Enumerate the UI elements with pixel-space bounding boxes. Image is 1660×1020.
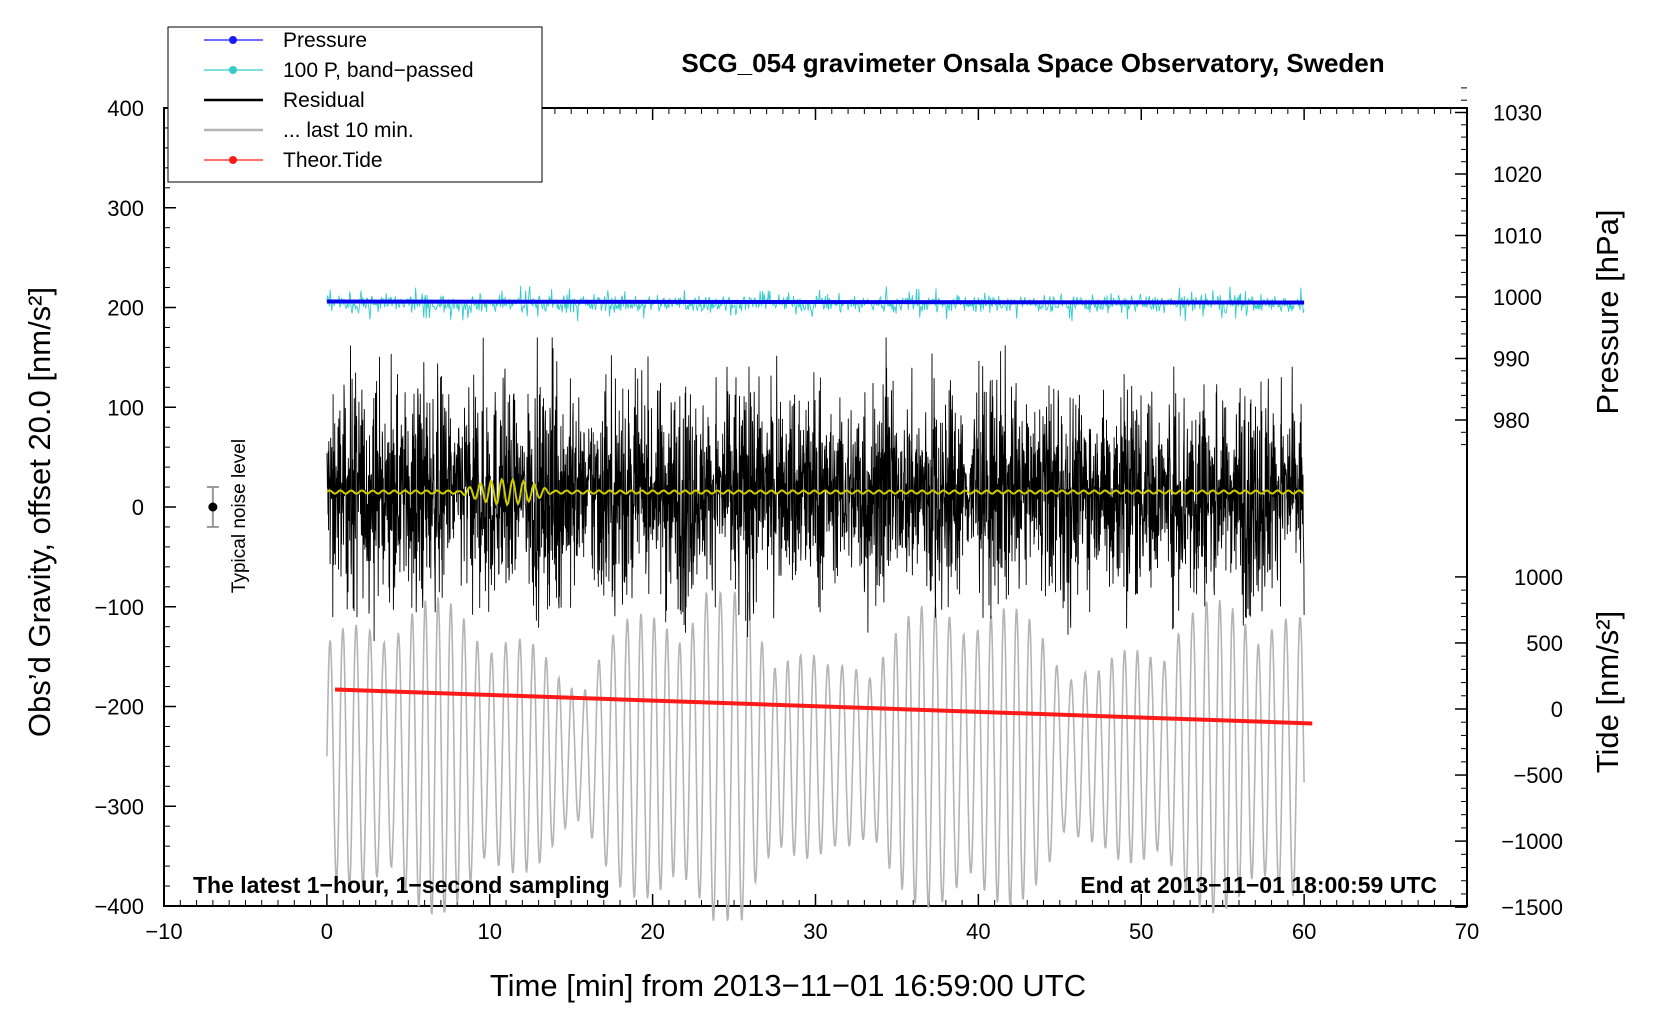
y-left-tick-label: 300 (107, 196, 144, 221)
legend-marker (229, 156, 237, 164)
tide-tick-label: 1000 (1514, 565, 1563, 590)
y-left-tick-label: 400 (107, 96, 144, 121)
y-axis-title-gravity: Obs’d Gravity, offset 20.0 [nm/s²] (22, 287, 57, 737)
x-tick-label: 70 (1455, 919, 1479, 944)
x-tick-label: 0 (321, 919, 333, 944)
end-time-note: End at 2013−11−01 18:00:59 UTC (1080, 872, 1437, 898)
pressure-tick-label: 980 (1493, 408, 1530, 433)
y-axis-title-tide: Tide [nm/s²] (1590, 611, 1625, 774)
pressure-tick-label: 1000 (1493, 285, 1542, 310)
tide-tick-label: 500 (1526, 631, 1563, 656)
legend: Pressure 100 P, band−passed Residual ... la… (167, 26, 543, 183)
y-left-tick-label: 0 (132, 495, 144, 520)
legend-label: Theor.Tide (283, 149, 383, 172)
data-series (326, 285, 1313, 921)
legend-label: Pressure (283, 29, 367, 52)
x-tick-label: 50 (1129, 919, 1153, 944)
pressure-tick-label: 1030 (1493, 101, 1542, 126)
x-tick-label: 20 (640, 919, 664, 944)
y-axis-title-pressure: Pressure [hPa] (1590, 209, 1625, 414)
legend-marker (229, 36, 237, 44)
tide-tick-label: −500 (1513, 763, 1563, 788)
y-left-tick-label: −300 (94, 794, 144, 819)
chart-title: SCG_054 gravimeter Onsala Space Observat… (681, 48, 1384, 78)
series-pressure (326, 299, 1305, 305)
x-tick-label: 10 (478, 919, 502, 944)
pressure-tick-label: 1010 (1493, 224, 1542, 249)
series-theoretical-tide (334, 687, 1313, 726)
legend-label: ... last 10 min. (283, 119, 414, 142)
legend-label: 100 P, band−passed (283, 59, 474, 82)
x-tick-label: 60 (1292, 919, 1316, 944)
sampling-note: The latest 1−hour, 1−second sampling (193, 872, 610, 898)
series-smoothed-residual (326, 477, 1305, 507)
tide-tick-label: −1000 (1501, 829, 1563, 854)
y-left-tick-label: −200 (94, 695, 144, 720)
x-tick-label: 40 (966, 919, 990, 944)
x-axis-title: Time [min] from 2013−11−01 16:59:00 UTC (490, 968, 1086, 1003)
legend-label: Residual (283, 89, 365, 112)
series-last-10-min (326, 590, 1305, 921)
y-left-tick-label: −100 (94, 595, 144, 620)
y-left-tick-label: 200 (107, 296, 144, 321)
noise-level-indicator (206, 486, 219, 528)
legend-marker (229, 66, 237, 74)
noise-point (208, 502, 218, 512)
pressure-tick-label: 1020 (1493, 162, 1542, 187)
pressure-tick-label: 990 (1493, 347, 1530, 372)
x-tick-label: −10 (145, 919, 182, 944)
series-residual (326, 337, 1305, 642)
tide-tick-label: −1500 (1501, 895, 1563, 920)
y-left-tick-label: 100 (107, 395, 144, 420)
noise-level-label: Typical noise level (229, 439, 250, 593)
x-tick-label: 30 (803, 919, 827, 944)
tide-tick-label: 0 (1551, 697, 1563, 722)
y-left-tick-label: −400 (94, 894, 144, 919)
